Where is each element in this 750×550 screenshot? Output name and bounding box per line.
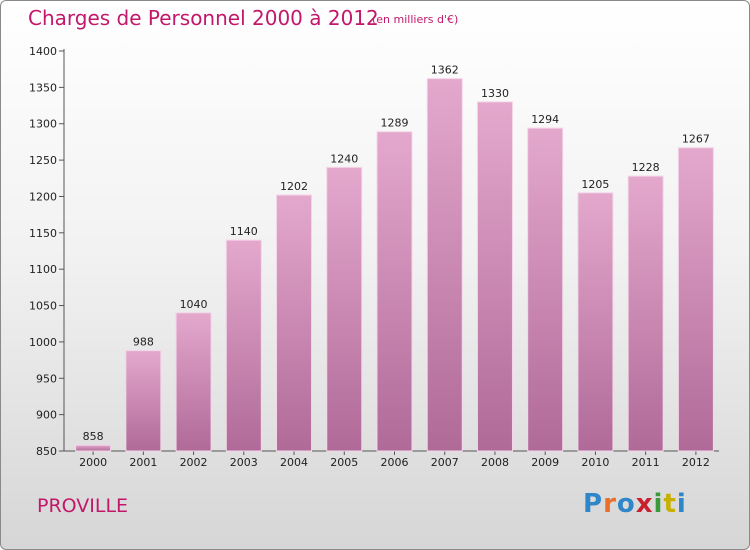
y-tick-label: 900: [36, 409, 57, 422]
bar: [677, 147, 714, 452]
y-tick-label: 1300: [29, 118, 57, 131]
logo-letter: x: [635, 489, 654, 519]
logo-letter: o: [616, 489, 636, 519]
y-tick-label: 1050: [29, 300, 57, 313]
data-label: 1140: [230, 225, 258, 238]
data-label: 988: [133, 336, 154, 349]
x-tick-label: 2012: [682, 456, 710, 469]
data-label: 1040: [180, 298, 208, 311]
y-tick-label: 1250: [29, 154, 57, 167]
x-tick-label: 2003: [230, 456, 258, 469]
x-tick-label: 2007: [431, 456, 459, 469]
data-label: 1330: [481, 87, 509, 100]
data-label: 1362: [431, 64, 459, 77]
x-tick-label: 2005: [330, 456, 358, 469]
bar: [75, 444, 112, 452]
data-label: 1205: [581, 178, 609, 191]
x-tick-label: 2004: [280, 456, 308, 469]
y-tick-label: 1400: [29, 45, 57, 58]
logo-letter: P: [583, 489, 604, 519]
x-tick-label: 2006: [381, 456, 409, 469]
logo-letter: t: [663, 489, 677, 519]
x-tick-label: 2001: [129, 456, 157, 469]
y-tick-label: 1350: [29, 81, 57, 94]
x-tick-label: 2000: [79, 456, 107, 469]
data-label: 858: [83, 430, 104, 443]
data-label: 1289: [381, 117, 409, 130]
y-tick-label: 850: [36, 445, 57, 458]
bar: [326, 166, 363, 452]
y-tick-label: 1000: [29, 336, 57, 349]
bar: [527, 127, 564, 452]
bar: [376, 131, 413, 452]
chart-unit: (en milliers d'€): [372, 13, 459, 26]
x-tick-label: 2009: [531, 456, 559, 469]
y-tick-label: 1150: [29, 227, 57, 240]
logo-letter: r: [603, 489, 617, 519]
chart-title: Charges de Personnel 2000 à 2012: [28, 6, 379, 30]
bar: [225, 239, 262, 452]
data-label: 1228: [632, 161, 660, 174]
commune-name: PROVILLE: [37, 495, 129, 517]
data-label: 1267: [682, 133, 710, 146]
bar: [577, 192, 614, 452]
y-tick-label: 950: [36, 372, 57, 385]
bar: [627, 175, 664, 452]
proxiti-logo: Proxiti: [583, 489, 687, 519]
data-label: 1240: [330, 152, 358, 165]
x-tick-label: 2011: [632, 456, 660, 469]
bar: [175, 312, 212, 452]
bar: [276, 194, 313, 452]
data-label: 1294: [531, 113, 559, 126]
bar: [426, 78, 463, 452]
data-label: 1202: [280, 180, 308, 193]
bar: [476, 101, 513, 452]
y-tick-label: 1200: [29, 190, 57, 203]
bar: [125, 350, 162, 452]
x-tick-label: 2008: [481, 456, 509, 469]
logo-letter: i: [676, 489, 687, 519]
y-tick-label: 1100: [29, 263, 57, 276]
x-tick-label: 2010: [581, 456, 609, 469]
x-tick-label: 2002: [180, 456, 208, 469]
logo-letter: i: [653, 489, 664, 519]
